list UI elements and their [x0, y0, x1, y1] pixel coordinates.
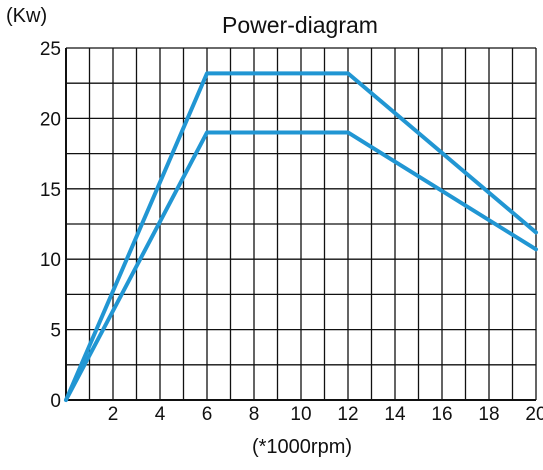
y-tick-label: 0 [50, 391, 61, 412]
x-tick-label: 4 [155, 404, 166, 425]
y-tick-label: 20 [40, 109, 61, 130]
x-tick-label: 16 [431, 404, 452, 425]
x-tick-label: 6 [202, 404, 213, 425]
x-tick-label: 20 [525, 404, 543, 425]
y-tick-label: 5 [50, 321, 61, 342]
x-tick-label: 12 [337, 404, 358, 425]
chart-title: Power-diagram [222, 12, 378, 38]
x-tick-label: 18 [478, 404, 499, 425]
y-tick-label: 25 [40, 39, 61, 60]
x-tick-label: 14 [384, 404, 406, 425]
series-line-1 [64, 71, 538, 402]
x-tick-label: 10 [290, 404, 311, 425]
y-tick-label: 15 [40, 180, 61, 201]
x-axis-label: (*1000rpm) [252, 436, 352, 458]
x-tick-label: 8 [249, 404, 260, 425]
x-tick-label: 2 [108, 404, 119, 425]
series-line-2 [64, 130, 538, 402]
tick-labels: 2 4 6 8 10 12 14 16 18 20 0 5 10 15 20 25 [40, 39, 543, 425]
grid-lines [66, 47, 537, 400]
series-lines [64, 71, 538, 402]
y-axis-label: (Kw) [6, 5, 47, 27]
axes [65, 48, 536, 401]
y-tick-label: 10 [40, 250, 61, 271]
